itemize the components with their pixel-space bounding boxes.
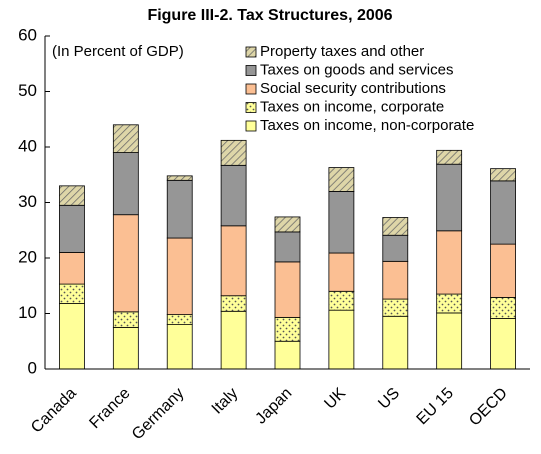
legend-label: Taxes on income, non-corporate [260, 117, 474, 134]
bar-segment [382, 260, 409, 300]
y-tick-label: 60 [18, 25, 37, 44]
annotation: (In Percent of GDP) [52, 43, 184, 60]
bar-segment [436, 293, 463, 314]
x-tick-label: Italy [209, 385, 242, 418]
bar-segment [436, 230, 463, 295]
bar-segment [328, 167, 355, 192]
bar-segment [328, 290, 355, 311]
bar-segment [220, 139, 247, 166]
y-tick-label: 30 [18, 192, 37, 211]
bar-segment [166, 314, 193, 325]
bar-segment [490, 168, 516, 182]
bar-segment [112, 214, 139, 313]
legend-swatch [245, 102, 257, 113]
bar-segment [436, 163, 463, 232]
bar-segment [166, 179, 193, 239]
bar-segment [490, 243, 516, 298]
bar-segment [328, 309, 355, 370]
bar-segment [328, 252, 355, 292]
bar-segment [436, 312, 463, 370]
chart-title: Figure III-2. Tax Structures, 2006 [147, 7, 392, 24]
legend-swatch [245, 65, 257, 76]
x-tick-label: Canada [28, 385, 80, 437]
x-tick-label: Germany [129, 385, 188, 444]
x-tick-label: Japan [252, 385, 295, 428]
y-tick-label: 20 [18, 247, 37, 266]
bar-segment [112, 326, 139, 370]
legend-swatch [245, 83, 257, 95]
y-tick-label: 10 [18, 303, 37, 322]
bar-segment [220, 310, 247, 370]
bar-segment [382, 298, 409, 317]
bar-segment [490, 180, 516, 245]
x-tick-label: OECD [466, 385, 511, 430]
x-tick-label: EU 15 [414, 385, 458, 429]
bar-segment [220, 164, 247, 227]
y-tick-label: 0 [28, 358, 37, 377]
bar-segment [166, 324, 193, 370]
bar-segment [382, 217, 409, 236]
bar-segment [490, 297, 516, 319]
bar-segment [59, 303, 85, 370]
x-tick-label: France [86, 385, 133, 432]
legend-label: Social security contributions [260, 80, 446, 97]
y-tick-label: 40 [18, 136, 37, 155]
bar-segment [59, 185, 85, 206]
bar-segment [112, 152, 139, 216]
bar-segment [274, 316, 301, 342]
bar-segment [112, 124, 139, 153]
y-tick-label: 50 [18, 81, 37, 100]
bar-segment [59, 252, 85, 285]
bar-segment [112, 311, 139, 328]
x-tick-label: UK [321, 385, 349, 413]
legend-label: Taxes on goods and services [260, 61, 453, 78]
bar-segment [382, 234, 409, 262]
bar-segment [274, 231, 301, 263]
bar-segment [274, 216, 301, 233]
legend-swatch [245, 120, 257, 132]
bar-segment [274, 340, 301, 370]
bar-segment [328, 190, 355, 254]
bar-segment [490, 318, 516, 370]
legend-label: Property taxes and other [260, 43, 424, 60]
legend-label: Taxes on income, corporate [260, 98, 444, 115]
x-tick-label: US [375, 385, 403, 413]
bar-segment [166, 237, 193, 316]
bar-segment [274, 261, 301, 318]
bar-segment [382, 315, 409, 370]
bar-segment [166, 175, 193, 181]
legend-swatch [245, 46, 257, 58]
bar-segment [59, 283, 85, 304]
bar-segment [220, 295, 247, 312]
bar-segment [59, 204, 85, 253]
bar-segment [220, 225, 247, 297]
bar-segment [436, 149, 463, 165]
